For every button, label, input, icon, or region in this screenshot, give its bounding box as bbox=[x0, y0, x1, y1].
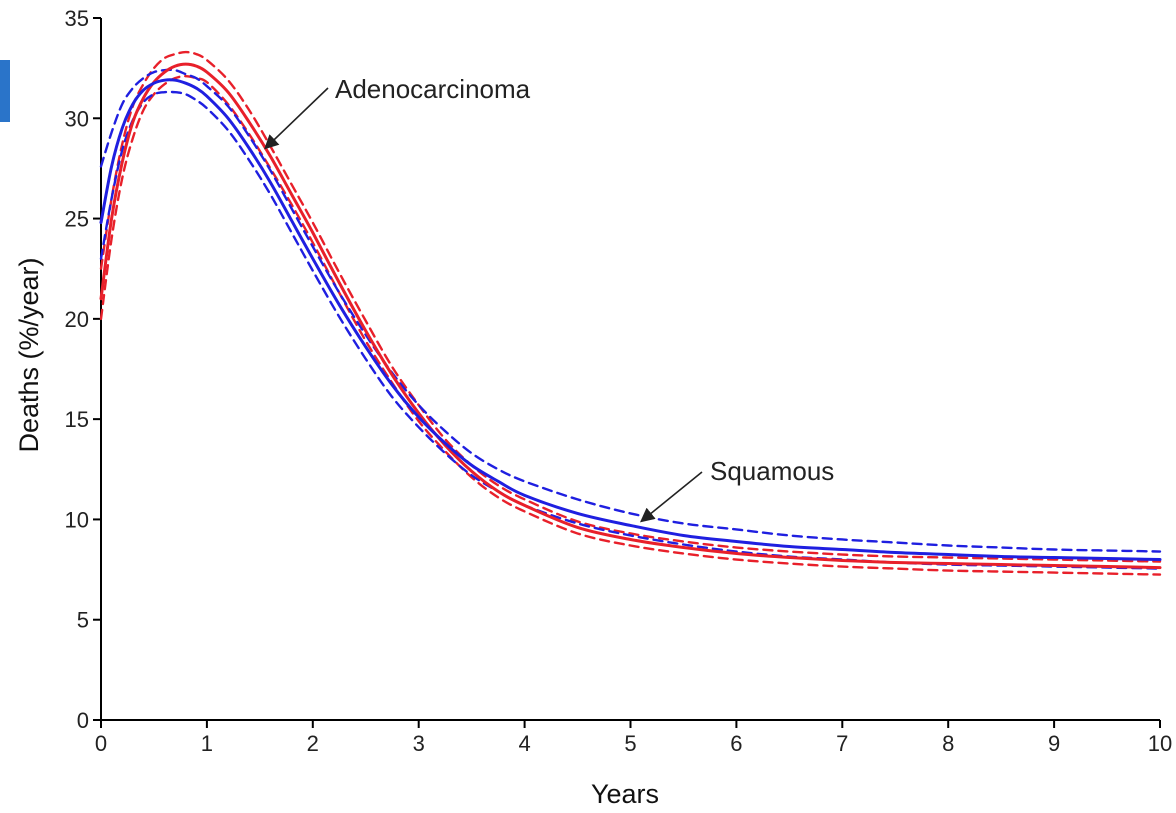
x-tick-label: 2 bbox=[307, 731, 319, 756]
y-tick-label: 0 bbox=[77, 708, 89, 733]
x-tick-label: 1 bbox=[201, 731, 213, 756]
annotation-label-squamous: Squamous bbox=[710, 456, 834, 486]
x-tick-label: 10 bbox=[1148, 731, 1172, 756]
x-tick-label: 6 bbox=[730, 731, 742, 756]
y-tick-label: 10 bbox=[65, 507, 89, 532]
x-axis-label: Years bbox=[591, 779, 659, 809]
annotation-label-adenocarcinoma: Adenocarcinoma bbox=[335, 74, 531, 104]
edge-accent bbox=[0, 60, 10, 122]
chart-axes: 0 1 2 3 4 5 6 7 8 9 10 0 5 10 15 20 25 30 35 bbox=[65, 6, 1173, 756]
x-tick-label: 5 bbox=[624, 731, 636, 756]
series-line-squamous bbox=[99, 78, 1162, 562]
series-line-adenocarcinoma-upper bbox=[99, 50, 1162, 563]
series-layer bbox=[99, 50, 1162, 576]
y-tick-label: 35 bbox=[65, 6, 89, 31]
series-line-adenocarcinoma-lower bbox=[99, 74, 1162, 576]
series-line-squamous-upper bbox=[99, 68, 1162, 553]
y-tick-label: 20 bbox=[65, 307, 89, 332]
series-line-adenocarcinoma bbox=[99, 62, 1162, 570]
y-tick-label: 25 bbox=[65, 207, 89, 232]
x-tick-label: 7 bbox=[836, 731, 848, 756]
x-tick-label: 3 bbox=[413, 731, 425, 756]
annotation-arrow-squamous bbox=[639, 471, 703, 523]
annotations-layer: Adenocarcinoma Squamous bbox=[264, 74, 834, 523]
y-tick-label: 5 bbox=[77, 608, 89, 633]
x-tick-label: 9 bbox=[1048, 731, 1060, 756]
x-tick-label: 4 bbox=[518, 731, 530, 756]
x-tick-label: 0 bbox=[95, 731, 107, 756]
annotation-arrow-adenocarcinoma bbox=[264, 87, 329, 150]
y-tick-label: 15 bbox=[65, 407, 89, 432]
y-axis-label: Deaths (%/year) bbox=[14, 257, 44, 452]
y-tick-label: 30 bbox=[65, 106, 89, 131]
x-tick-label: 8 bbox=[942, 731, 954, 756]
